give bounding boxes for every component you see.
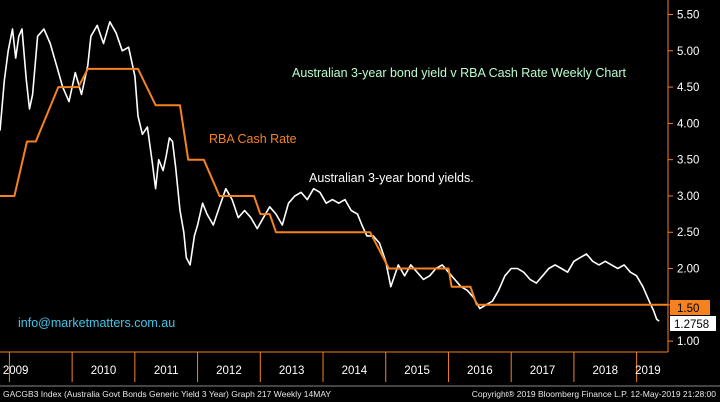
bond-badge-text: 1.2758 <box>674 319 709 331</box>
x-tick-label: 2010 <box>91 365 117 377</box>
y-tick-label: 4.00 <box>677 118 699 130</box>
x-tick-label: 2016 <box>467 365 493 377</box>
x-tick-label: 2011 <box>154 365 179 377</box>
y-tick-label: 5.00 <box>677 46 699 58</box>
x-tick-label: 2017 <box>530 365 556 377</box>
bond-badge-box <box>670 316 716 331</box>
y-tick-label: 5.50 <box>677 10 699 22</box>
footer-copyright: Copyright® 2019 Bloomberg Finance L.P. 1… <box>471 389 716 399</box>
x-tick-label: 2009 <box>3 365 29 377</box>
x-tick-label: 2013 <box>279 365 305 377</box>
cash-rate-last-badge: 1.50 <box>670 300 710 315</box>
x-tick-label: 2018 <box>592 365 618 377</box>
cash-rate-badge-box <box>670 300 710 315</box>
y-tick-label: 3.00 <box>677 191 699 203</box>
x-tick-label: 2014 <box>342 365 368 377</box>
series-layer <box>0 21 668 322</box>
x-tick-label: 2015 <box>404 365 430 377</box>
cash-rate-annotation: RBA Cash Rate <box>209 132 297 146</box>
y-tick-label: 4.50 <box>677 82 699 94</box>
bond-yield-annotation: Australian 3-year bond yields. <box>309 171 474 185</box>
y-tick-label: 3.50 <box>677 155 699 167</box>
x-tick-label: 2012 <box>216 365 242 377</box>
footer-source: GACGB3 Index (Australia Govt Bonds Gener… <box>3 389 332 399</box>
x-tick-label: 2019 <box>635 365 661 377</box>
watermark-email: info@marketmatters.com.au <box>18 316 175 330</box>
cash-rate-series-line <box>0 67 668 306</box>
axes-layer: 5.50 5.00 4.50 4.00 3.50 3.00 2.50 2.00 1.50 1.00… <box>0 0 720 387</box>
bond-yield-series-line <box>0 21 660 322</box>
y-tick-label: 1.00 <box>677 336 699 348</box>
bond-last-badge: 1.2758 <box>670 316 716 331</box>
y-tick-label: 2.00 <box>677 264 699 276</box>
chart-title: Australian 3-year bond yield v RBA Cash … <box>292 66 626 80</box>
y-tick-label: 2.50 <box>677 227 699 239</box>
cash-rate-badge-text: 1.50 <box>677 303 699 315</box>
